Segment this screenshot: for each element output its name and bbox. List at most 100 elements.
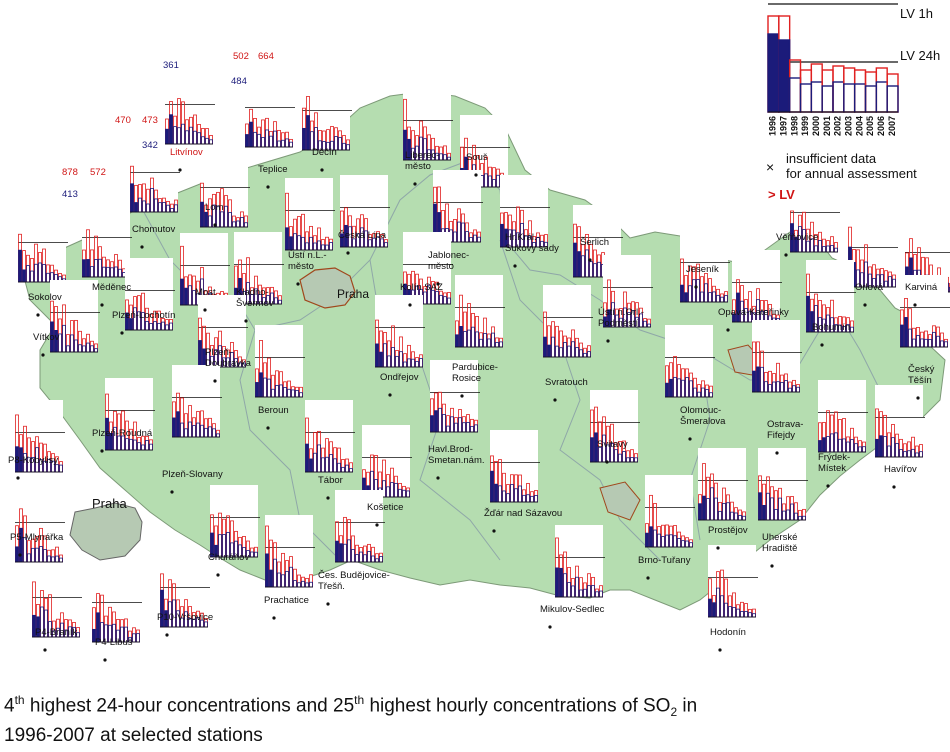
legend-daily-bar <box>799 83 813 113</box>
station-label-49: Mikulov-Sedlec <box>540 604 605 615</box>
daily-bar <box>379 351 383 368</box>
station-chart-51 <box>15 400 65 473</box>
daily-bar <box>169 114 173 145</box>
station-chart-6 <box>302 78 352 151</box>
legend-lv24h-label: LV 24h <box>900 48 940 63</box>
chart-panel <box>92 570 140 642</box>
station-label-line: Těšín <box>908 375 932 386</box>
station-label-line: Souš <box>466 152 488 163</box>
station-label-51: P8-Kobylisy <box>8 455 58 466</box>
station-label-18: Plzeň-Lochotín <box>112 310 175 321</box>
daily-bar <box>265 553 269 588</box>
station-label-line: Hodonín <box>710 627 746 638</box>
chart-panel <box>165 72 213 144</box>
daily-bar <box>86 259 90 278</box>
legend-daily-bar <box>886 85 899 113</box>
caption-sup2: th <box>354 693 365 707</box>
station-chart-43 <box>698 448 748 521</box>
prague-label: Praha <box>337 287 369 301</box>
station-dot <box>140 245 144 249</box>
station-label-25: Jeseník <box>686 264 719 275</box>
daily-bar <box>180 278 184 306</box>
daily-bar <box>375 343 379 368</box>
legend-daily-bar <box>875 81 888 113</box>
station-label-line: Kladno- <box>236 287 269 298</box>
station-label-line: Pardubice- <box>452 362 498 373</box>
chomutov-hourly-value: 878 <box>62 167 78 178</box>
station-label-12: Česká Lípa <box>338 230 387 241</box>
daily-bar <box>500 223 504 248</box>
station-label-line: Smetan.nám. <box>428 455 485 466</box>
daily-bar <box>875 438 879 458</box>
station-label-54: P4-Libuš <box>95 637 133 648</box>
chart-panel <box>848 215 896 287</box>
station-label-21: Ondřejov <box>380 372 419 383</box>
station-chart-41 <box>362 425 412 498</box>
daily-bar <box>200 201 204 228</box>
chart-panel <box>455 275 503 347</box>
station-dot <box>775 451 779 455</box>
chart-panel <box>335 490 383 562</box>
station-label-0: Sokolov <box>28 292 62 303</box>
station-dot <box>346 251 350 255</box>
legend-year-2003: 2003 <box>843 116 853 136</box>
station-charts <box>15 72 950 643</box>
station-dot <box>688 437 692 441</box>
station-label-line: P4-Libuš <box>95 637 133 648</box>
daily-bar <box>752 370 756 393</box>
legend-hourly-bar <box>886 73 899 113</box>
station-dot <box>18 553 22 557</box>
caption-part2: highest 24-hour concentrations and 25 <box>24 695 355 717</box>
station-label-15: Šerlich <box>580 237 609 248</box>
station-dot <box>103 658 107 662</box>
daily-bar <box>309 458 313 473</box>
daily-bar <box>306 115 310 151</box>
station-label-3: Litvínov <box>170 147 203 158</box>
station-chart-30 <box>806 260 856 333</box>
station-label-line: Karviná <box>905 282 938 293</box>
station-label-34: Tábor <box>318 475 343 486</box>
station-label-22: Pardubice-Rosice <box>452 362 498 384</box>
teplice-hourly2-value: 664 <box>258 51 274 62</box>
station-chart-45 <box>645 475 695 548</box>
chart-panel <box>198 295 246 367</box>
lom-daily-value: 361 <box>163 60 179 71</box>
legend-hourly-bar <box>843 67 856 113</box>
station-label-line: Frýdek- <box>818 452 850 463</box>
daily-bar <box>255 382 259 398</box>
station-label-6: Děčín <box>312 147 337 158</box>
chart-panel <box>806 260 854 332</box>
daily-bar <box>590 437 594 463</box>
station-label-2: Chomutov <box>132 224 176 235</box>
daily-bar <box>904 317 908 348</box>
daily-bar <box>245 134 249 148</box>
station-label-line: Brno-Tuřany <box>638 555 691 566</box>
chart-panel <box>305 400 353 472</box>
station-label-8: Souš <box>466 152 488 163</box>
station-label-11: Ústí n.L.-město <box>288 250 327 272</box>
chart-panel <box>543 285 591 357</box>
chart-panel <box>590 390 638 462</box>
station-label-29: Karviná <box>905 282 938 293</box>
station-dot <box>272 616 276 620</box>
station-chart-46 <box>210 485 260 558</box>
chart-panel <box>403 88 451 160</box>
station-label-45: Brno-Tuřany <box>638 555 691 566</box>
station-dot <box>408 303 412 307</box>
chart-panel <box>255 325 303 397</box>
chart-panel <box>265 515 313 587</box>
legend-hourly-bar <box>810 63 823 113</box>
prague-area <box>299 267 356 309</box>
station-label-5: Teplice <box>258 164 288 175</box>
station-label-27: Věřňovice <box>776 232 818 243</box>
chart-panel <box>302 78 350 150</box>
station-label-line: Vítkov <box>33 332 60 343</box>
station-dot <box>916 396 920 400</box>
chart-panel <box>603 255 651 327</box>
legend-daily-bar <box>821 85 834 113</box>
station-chart-14 <box>500 175 550 248</box>
prague-inset-map <box>69 502 143 561</box>
station-label-31: Český Těšín <box>908 364 935 386</box>
chart-panel <box>105 378 153 450</box>
station-label-20: Beroun <box>258 405 289 416</box>
